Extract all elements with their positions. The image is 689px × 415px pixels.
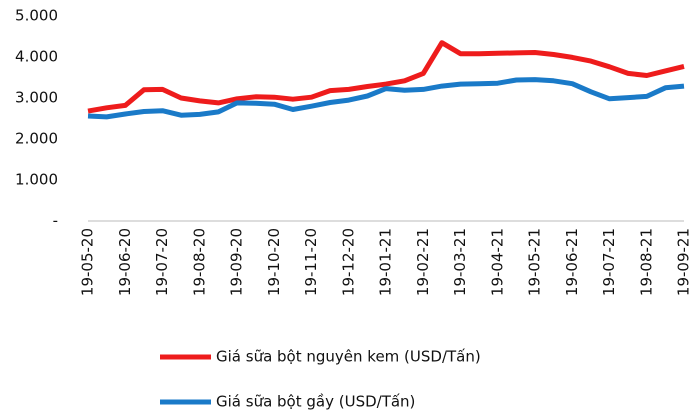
y-tick-label: 1.000 xyxy=(15,171,58,189)
y-tick-label: 2.000 xyxy=(15,130,58,148)
x-tick-label: 19-08-21 xyxy=(637,228,655,296)
legend-label: Giá sữa bột gầy (USD/Tấn) xyxy=(216,393,415,411)
legend-label: Giá sữa bột nguyên kem (USD/Tấn) xyxy=(216,348,481,366)
x-tick-label: 19-05-21 xyxy=(526,228,544,296)
x-tick-label: 19-06-20 xyxy=(116,228,134,296)
series-line xyxy=(87,40,685,114)
series-line xyxy=(87,77,685,120)
x-tick-label: 19-01-21 xyxy=(377,228,395,296)
x-tick-label: 19-07-20 xyxy=(153,228,171,296)
x-tick-label: 19-08-20 xyxy=(190,228,208,296)
x-tick-label: 19-02-21 xyxy=(414,228,432,296)
x-tick-label: 19-10-20 xyxy=(265,228,283,296)
x-tick-label: 19-11-20 xyxy=(302,228,320,296)
x-tick-label: 19-04-21 xyxy=(488,228,506,296)
x-tick-label: 19-06-21 xyxy=(563,228,581,296)
x-tick-label: 19-03-21 xyxy=(451,228,469,296)
x-tick-label: 19-05-20 xyxy=(79,228,97,296)
x-tick-label: 19-12-20 xyxy=(339,228,357,296)
x-tick-label: 19-07-21 xyxy=(600,228,618,296)
y-tick-label: - xyxy=(53,212,58,230)
y-tick-label: 4.000 xyxy=(15,48,58,66)
y-tick-label: 3.000 xyxy=(15,89,58,107)
x-tick-label: 19-09-21 xyxy=(675,228,689,296)
y-tick-label: 5.000 xyxy=(15,7,58,25)
x-tick-label: 19-09-20 xyxy=(228,228,246,296)
